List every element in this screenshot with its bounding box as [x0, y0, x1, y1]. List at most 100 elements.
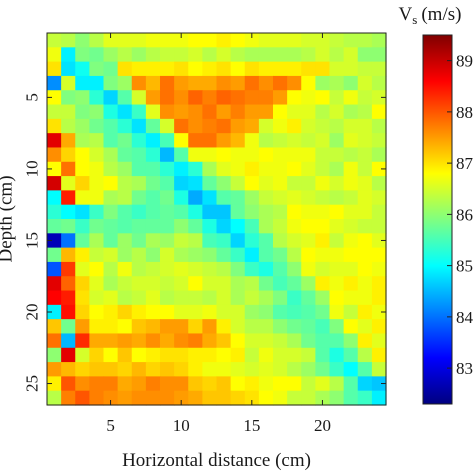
heatmap-cell — [131, 90, 147, 106]
heatmap-cell — [89, 333, 105, 349]
heatmap-cell — [216, 390, 232, 406]
heatmap-cell — [131, 161, 147, 177]
heatmap-cell — [202, 219, 218, 234]
heatmap-cell — [329, 33, 345, 48]
heatmap-cell — [188, 75, 203, 91]
heatmap-cell — [89, 147, 105, 163]
heatmap-cell — [343, 304, 359, 320]
heatmap-cell — [343, 376, 359, 392]
heatmap-cell — [216, 118, 232, 134]
heatmap-cell — [202, 190, 218, 206]
heatmap-cell — [329, 333, 345, 349]
heatmap-cell — [174, 176, 189, 191]
heatmap-cell — [244, 118, 260, 134]
heatmap-cell — [103, 290, 119, 306]
heatmap-cell — [357, 61, 373, 77]
heatmap-cell — [301, 233, 316, 249]
heatmap-cell — [244, 61, 260, 77]
heatmap-cell — [188, 61, 203, 77]
heatmap-cell — [117, 333, 133, 349]
heatmap-cell — [174, 261, 189, 277]
heatmap-cell — [75, 176, 90, 191]
heatmap-cell — [216, 104, 232, 120]
heatmap-cell — [131, 362, 147, 377]
heatmap-cell — [244, 333, 260, 349]
heatmap-cell — [371, 362, 387, 377]
heatmap-cell — [61, 61, 76, 77]
plot-frame — [46, 32, 387, 406]
heatmap-cell — [287, 261, 302, 277]
heatmap-cell — [371, 233, 387, 249]
heatmap-cells — [47, 33, 387, 406]
heatmap-cell — [329, 90, 345, 106]
heatmap-cell — [315, 118, 331, 134]
heatmap-cell — [287, 33, 302, 48]
heatmap-cell — [103, 362, 119, 377]
heatmap-cell — [357, 161, 373, 177]
heatmap-cell — [103, 147, 119, 163]
heatmap-cell — [145, 362, 161, 377]
heatmap-cell — [258, 261, 274, 277]
heatmap-cell — [357, 276, 373, 292]
heatmap-cell — [343, 190, 359, 206]
heatmap-cell — [174, 362, 189, 377]
heatmap-cell — [75, 133, 90, 149]
heatmap-cell — [216, 47, 232, 63]
heatmap-cell — [329, 276, 345, 292]
heatmap-cell — [202, 133, 218, 149]
heatmap-cell — [343, 333, 359, 349]
heatmap-cell — [343, 362, 359, 377]
heatmap-cell — [103, 347, 119, 363]
heatmap-cell — [75, 118, 90, 134]
heatmap-cell — [89, 247, 105, 263]
heatmap-cell — [145, 61, 161, 77]
heatmap-cell — [258, 176, 274, 191]
heatmap-cell — [117, 75, 133, 91]
heatmap-cell — [117, 133, 133, 149]
heatmap-cell — [61, 90, 76, 106]
heatmap-cell — [75, 33, 90, 48]
heatmap-cell — [343, 104, 359, 120]
heatmap-cell — [230, 176, 246, 191]
heatmap-cell — [230, 118, 246, 134]
heatmap-cell — [258, 290, 274, 306]
heatmap-cell — [371, 204, 387, 220]
heatmap-cell — [202, 104, 218, 120]
heatmap-cell — [75, 219, 90, 234]
heatmap-cell — [188, 190, 203, 206]
heatmap-cell — [89, 376, 105, 392]
heatmap-cell — [258, 204, 274, 220]
heatmap-cell — [47, 47, 62, 63]
heatmap-cell — [258, 118, 274, 134]
heatmap-cell — [258, 333, 274, 349]
heatmap-cell — [273, 247, 288, 263]
heatmap-cell — [89, 233, 105, 249]
heatmap-cell — [75, 261, 90, 277]
heatmap-cell — [329, 61, 345, 77]
heatmap-cell — [230, 161, 246, 177]
heatmap-cell — [258, 47, 274, 63]
heatmap-cell — [145, 376, 161, 392]
heatmap-cell — [315, 362, 331, 377]
heatmap-cell — [145, 118, 161, 134]
heatmap-cell — [188, 247, 203, 263]
heatmap-cell — [131, 233, 147, 249]
heatmap-cell — [160, 176, 175, 191]
heatmap-cell — [273, 90, 288, 106]
heatmap-cell — [47, 390, 62, 406]
heatmap-cell — [301, 90, 316, 106]
heatmap-cell — [343, 90, 359, 106]
heatmap-cell — [117, 276, 133, 292]
heatmap-cell — [371, 347, 387, 363]
heatmap-cell — [301, 319, 316, 335]
heatmap-cell — [61, 176, 76, 191]
heatmap-cell — [315, 233, 331, 249]
heatmap-cell — [47, 176, 62, 191]
heatmap-cell — [202, 290, 218, 306]
heatmap-cell — [61, 319, 76, 335]
heatmap-cell — [202, 390, 218, 406]
heatmap-cell — [287, 319, 302, 335]
heatmap-cell — [61, 133, 76, 149]
heatmap-cell — [258, 104, 274, 120]
heatmap-cell — [103, 219, 119, 234]
